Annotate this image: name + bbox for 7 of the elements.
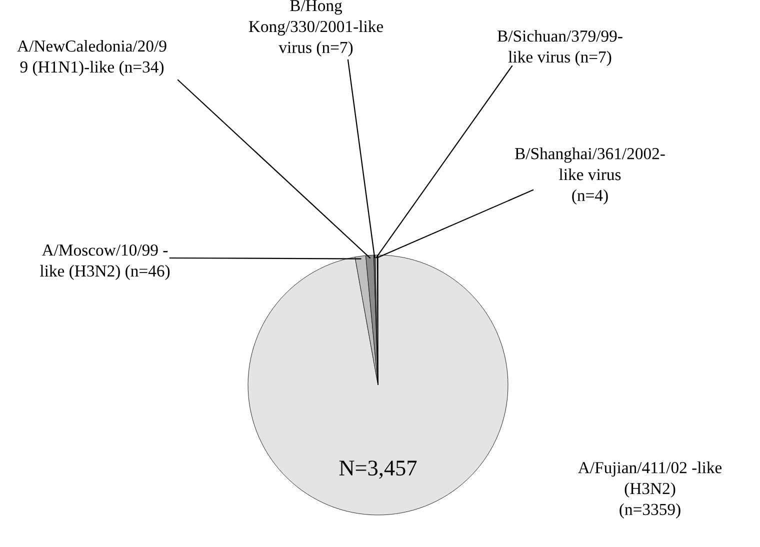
slice-label: A/NewCaledonia/20/9 9 (H1N1)-like (n=34) (17, 40, 166, 76)
slice-label: B/Hong Kong/330/2001-like virus (n=7) (248, 0, 384, 56)
slice-label: B/Shanghai/361/2002- like virus (n=4) (515, 148, 665, 204)
slice-label: B/Sichuan/379/99- like virus (n=7) (498, 30, 622, 66)
slice-label: A/Fujian/411/02 -like (H3N2) (n=3359) (578, 462, 722, 518)
text: N=3,457 (339, 460, 417, 479)
slice-label: A/Moscow/10/99 - like (H3N2) (n=46) (40, 244, 170, 280)
